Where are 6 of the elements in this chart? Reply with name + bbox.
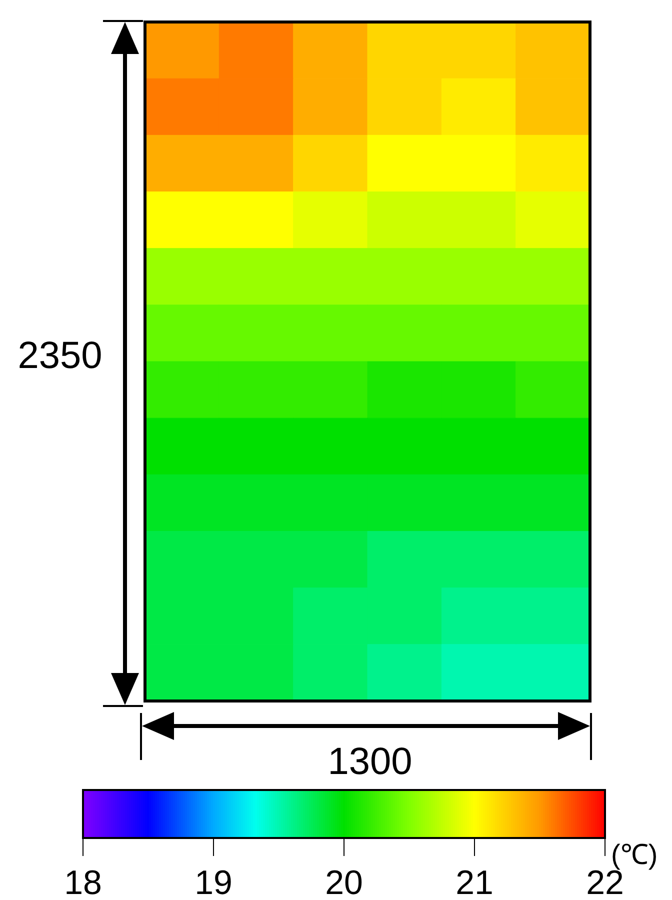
text: 2350 bbox=[18, 335, 102, 377]
color-bar-label: 20 bbox=[325, 864, 363, 900]
color-bar-label: 21 bbox=[456, 864, 494, 900]
color-bar-label: 19 bbox=[194, 864, 232, 900]
text: 1300 bbox=[328, 741, 412, 783]
color-bar-label: 18 bbox=[64, 864, 102, 900]
